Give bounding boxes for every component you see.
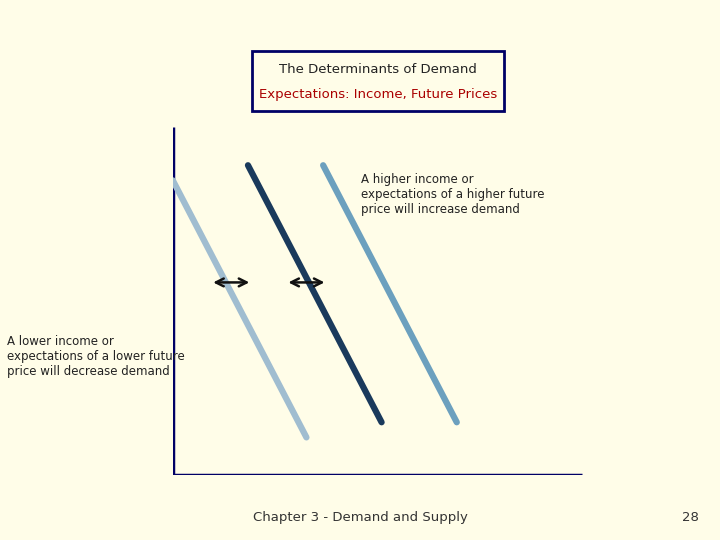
Text: Expectations: Income, Future Prices: Expectations: Income, Future Prices — [259, 88, 497, 101]
Text: Chapter 3 - Demand and Supply: Chapter 3 - Demand and Supply — [253, 511, 467, 524]
Text: A lower income or
expectations of a lower future
price will decrease demand: A lower income or expectations of a lowe… — [7, 335, 185, 378]
Text: A higher income or
expectations of a higher future
price will increase demand: A higher income or expectations of a hig… — [361, 173, 544, 216]
Text: 28: 28 — [682, 511, 698, 524]
Text: The Determinants of Demand: The Determinants of Demand — [279, 63, 477, 76]
